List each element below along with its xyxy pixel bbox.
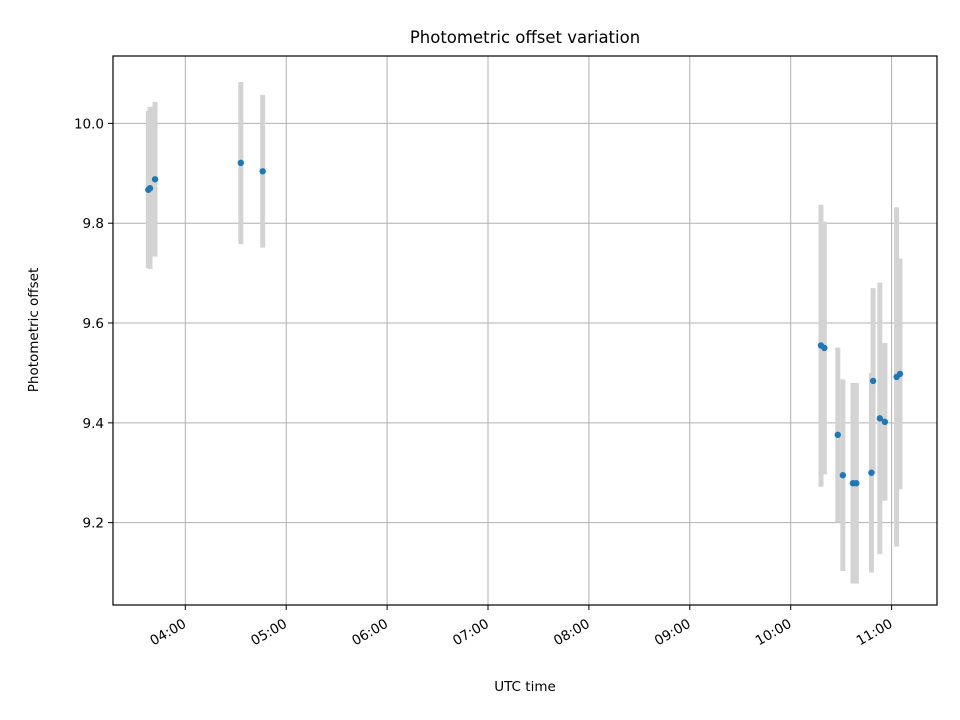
data-point — [821, 344, 828, 352]
data-point — [869, 377, 877, 385]
y-tick-label: 9.6 — [83, 316, 104, 332]
plot-area-frame — [112, 55, 938, 606]
data-point — [834, 431, 841, 439]
y-tick-label: 9.8 — [83, 216, 104, 232]
grid-layer — [113, 56, 937, 605]
data-point — [896, 370, 904, 378]
y-tick-label: 10.0 — [74, 116, 104, 132]
data-point — [151, 176, 159, 183]
y-tick-label: 9.2 — [83, 516, 104, 532]
y-axis-ticks: 9.2 9.4 9.6 9.8 10.0 — [74, 116, 113, 532]
data-point — [839, 472, 847, 479]
x-axis-label: UTC time — [494, 679, 556, 695]
y-axis-label: Photometric offset — [26, 268, 42, 392]
data-point — [868, 469, 875, 476]
point-layer — [145, 159, 904, 487]
data-point — [876, 415, 884, 422]
chart-title: Photometric offset variation — [410, 28, 640, 47]
data-point — [853, 480, 860, 487]
data-point — [259, 168, 266, 175]
data-point — [237, 159, 245, 167]
y-tick-label: 9.4 — [83, 416, 104, 432]
data-point — [881, 418, 889, 426]
data-point — [146, 185, 154, 192]
